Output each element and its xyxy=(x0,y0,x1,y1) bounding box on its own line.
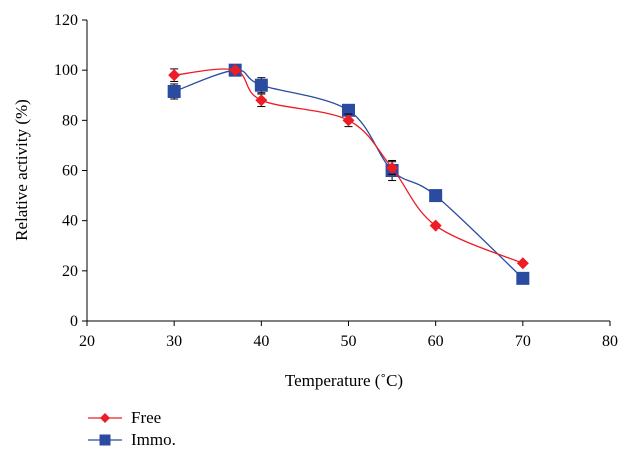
series-line-immo xyxy=(173,69,524,279)
data-point-free xyxy=(168,69,181,82)
data-point-immo xyxy=(167,84,181,98)
data-point-free xyxy=(255,94,268,107)
y-tick-label: 100 xyxy=(54,62,78,79)
y-tick-label: 120 xyxy=(54,12,78,29)
axes xyxy=(86,20,610,322)
data-point-immo xyxy=(429,189,443,203)
y-tick-label: 80 xyxy=(62,112,78,129)
legend-item-free: Free xyxy=(88,408,161,427)
series-line-free xyxy=(174,68,524,264)
legend-marker-free xyxy=(100,413,110,423)
x-axis-title: Temperature (˚C) xyxy=(285,371,403,390)
legend-label-free: Free xyxy=(131,408,161,427)
series-immo xyxy=(167,63,530,285)
y-tick-label: 0 xyxy=(70,313,78,330)
x-tick-label: 20 xyxy=(79,333,95,350)
data-point-immo xyxy=(254,78,268,92)
series-free xyxy=(168,64,529,270)
data-point-free xyxy=(342,114,355,127)
y-tick-label: 20 xyxy=(62,263,78,280)
x-tick-label: 70 xyxy=(515,333,531,350)
data-point-free xyxy=(429,219,442,232)
y-axis-title: Relative activity (%) xyxy=(12,99,31,241)
x-tick-label: 50 xyxy=(341,333,357,350)
y-tick-label: 40 xyxy=(62,213,78,230)
x-tick-label: 80 xyxy=(602,333,618,350)
x-tick-label: 60 xyxy=(428,333,444,350)
legend-item-immo: Immo. xyxy=(88,430,176,449)
legend-label-immo: Immo. xyxy=(131,430,176,449)
data-point-immo xyxy=(516,271,530,285)
legend: Free Immo. xyxy=(88,408,176,449)
legend-marker-immo xyxy=(99,434,111,446)
x-tick-label: 30 xyxy=(166,333,182,350)
data-point-free xyxy=(386,161,399,174)
x-tick-label: 40 xyxy=(253,333,269,350)
plot-area xyxy=(167,63,530,285)
data-point-free xyxy=(516,257,529,270)
data-point-free xyxy=(229,64,242,77)
y-tick-label: 60 xyxy=(62,163,78,180)
data-point-immo xyxy=(342,103,355,117)
